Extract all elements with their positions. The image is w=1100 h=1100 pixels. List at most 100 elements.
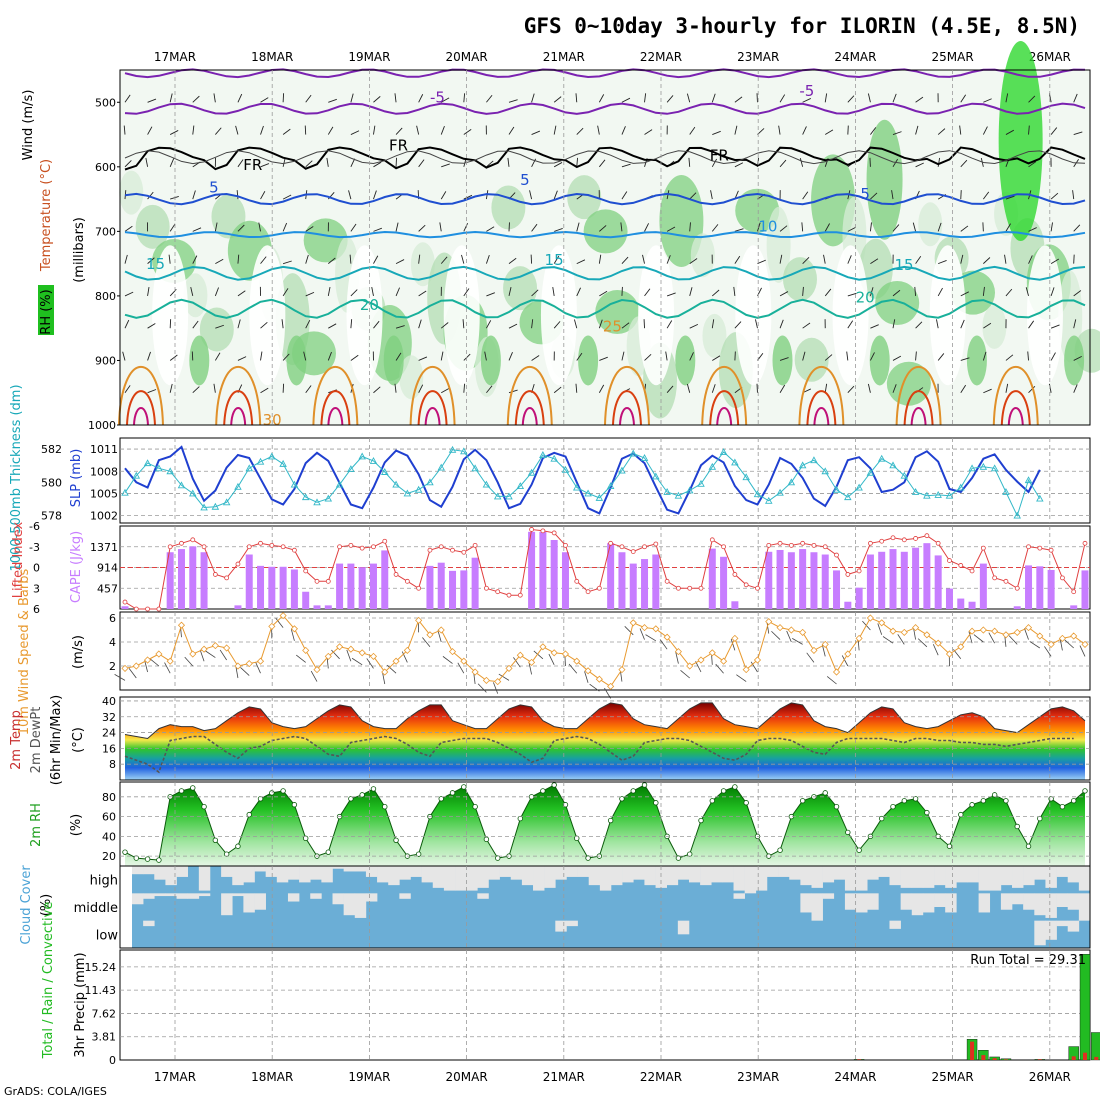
cloud-clear-cell: [833, 866, 846, 880]
upper-wind-barb: [689, 222, 691, 232]
wind-speed-point: [878, 619, 886, 627]
cloud-clear-cell: [978, 866, 991, 891]
rh-point: [122, 849, 128, 855]
date-label-top: 17MAR: [154, 50, 196, 64]
upper-wind-barb: [757, 222, 761, 232]
upper-wind-barb: [418, 319, 422, 329]
upper-wind-barb: [282, 222, 288, 232]
rh-contour-blob: [782, 257, 817, 302]
upper-wind-barb: [982, 126, 988, 135]
upper-wind-barb: [982, 191, 990, 200]
upper-wind-barb: [937, 353, 945, 361]
upper-wind-barb: [914, 286, 917, 296]
wind-barb: [1029, 641, 1041, 649]
upper-wind-barb: [237, 290, 246, 297]
rh-point: [980, 798, 987, 804]
upper-wind-barb: [710, 190, 713, 200]
wind-barb: [1024, 628, 1029, 640]
pressure-tick: 800: [95, 290, 116, 303]
wind-barb: [275, 617, 284, 628]
upper-wind-barb: [350, 319, 353, 329]
thickness-point: [900, 471, 909, 479]
upper-wind-barb: [1005, 223, 1011, 232]
cloud-clear-cell: [867, 866, 879, 880]
cape-bar: [923, 543, 931, 609]
upper-wind-barb: [418, 159, 425, 168]
wind-speed-point: [189, 650, 197, 658]
wind-barb: [128, 668, 137, 679]
rh-contour-blob: [303, 218, 348, 263]
upper-wind-barb: [553, 255, 560, 264]
cape-bar: [765, 551, 773, 609]
upper-wind-barb: [215, 258, 224, 265]
thickness-point: [934, 490, 942, 498]
upper-wind-barb: [1050, 222, 1053, 232]
upper-wind-barb: [711, 224, 719, 232]
thickness-point: [290, 480, 299, 488]
upper-wind-barb: [440, 125, 445, 135]
cloud-clear-cell: [900, 893, 913, 910]
cloud-clear-cell: [922, 866, 935, 888]
li-point: [845, 572, 851, 577]
li-point: [1003, 578, 1009, 584]
wind-barb: [659, 639, 668, 650]
li-point: [393, 572, 399, 577]
cape-bar: [720, 556, 728, 609]
upper-wind-barb: [1073, 290, 1082, 297]
wind-speed-point: [799, 628, 807, 636]
upper-air-frame: [119, 69, 1091, 426]
upper-wind-barb: [892, 355, 902, 361]
li-point: [619, 544, 625, 550]
rh-contour-blob: [702, 313, 727, 358]
wind-barb: [114, 674, 126, 681]
upper-wind-barb: [192, 125, 195, 135]
rh-point: [325, 849, 331, 855]
upper-wind-barb: [237, 319, 241, 329]
upper-wind-barb: [552, 286, 555, 296]
upper-wind-barb: [440, 351, 444, 361]
cloud-clear-cell: [945, 866, 957, 888]
cape-bar: [629, 563, 637, 609]
thickness-point: [426, 478, 434, 486]
upper-wind-barb: [394, 93, 397, 103]
isotherm-label: FR: [710, 146, 729, 164]
isotherm-line: [124, 150, 1086, 165]
rh-contour-blob: [690, 233, 715, 278]
wind-speed-point: [720, 657, 728, 665]
wind-speed-point: [471, 668, 479, 676]
cape-bar: [787, 552, 795, 609]
upper-wind-barb: [260, 351, 263, 361]
cape-bar: [776, 549, 784, 609]
rh-point: [540, 788, 546, 794]
isotherm-25-loop: [798, 365, 845, 426]
date-label-top: 20MAR: [446, 50, 488, 64]
wind-barb: [1044, 646, 1052, 657]
cloud-clear-cell: [956, 866, 968, 883]
upper-wind-barb: [418, 94, 424, 103]
upper-wind-barb: [553, 321, 561, 329]
precip-convective-bar: [1083, 1052, 1087, 1060]
thickness-point: [844, 493, 852, 501]
cloud-clear-cell: [299, 866, 311, 883]
cape-bar: [979, 563, 987, 609]
thickness-point: [832, 485, 841, 493]
upper-wind-barb: [327, 351, 332, 361]
wind-barb: [1064, 639, 1074, 649]
cloud-clear-cell: [889, 920, 901, 929]
isotherm-30-loop: [709, 390, 740, 426]
wind-barb: [296, 654, 306, 663]
temp-frame: [119, 696, 1091, 781]
upper-wind-barb: [440, 322, 449, 329]
cape-bar: [234, 605, 242, 609]
isotherm-25-loop: [895, 365, 942, 426]
cape-bar: [245, 554, 253, 609]
li-point: [608, 540, 614, 546]
upper-wind-barb: [508, 287, 512, 297]
rh-point: [212, 837, 219, 844]
cloud-clear-cell: [332, 866, 344, 869]
upper-wind-barb: [147, 257, 155, 264]
wind-speed-point: [753, 656, 762, 664]
upper-wind-barb: [395, 325, 405, 329]
upper-wind-barb: [915, 125, 919, 135]
upper-wind-barb: [1073, 93, 1078, 103]
